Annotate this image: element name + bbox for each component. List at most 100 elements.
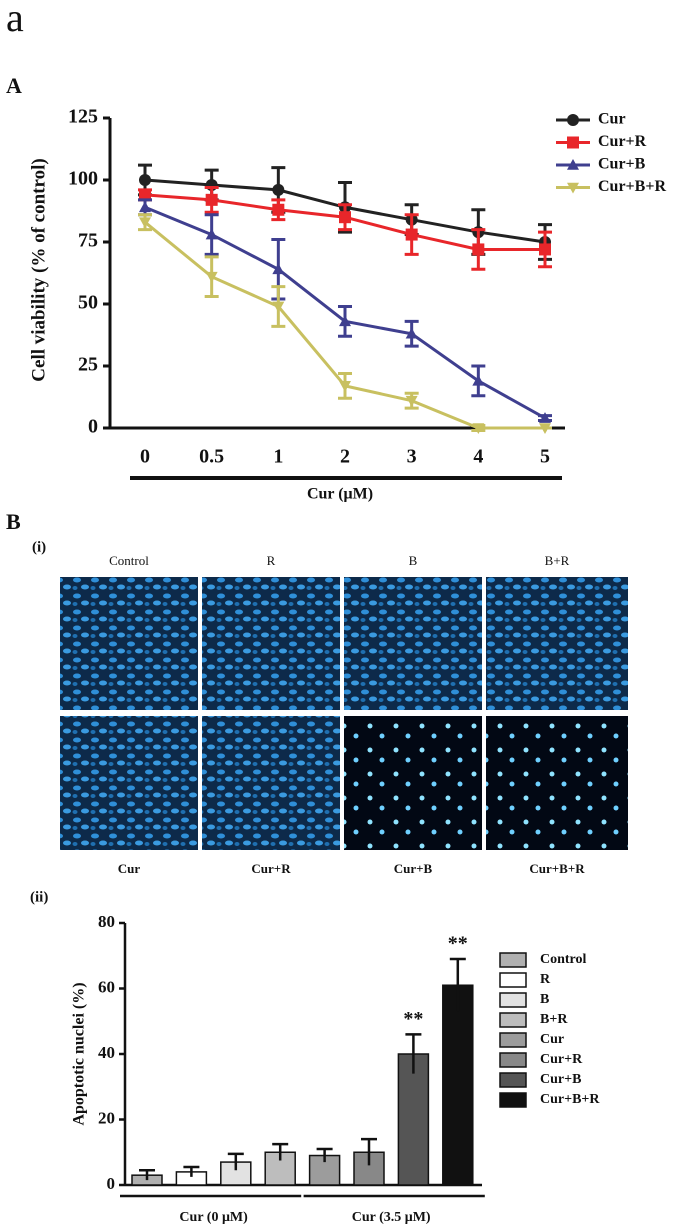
marker	[139, 174, 151, 186]
image-label: Cur+B+R	[529, 861, 585, 876]
image-label: B	[409, 553, 418, 568]
micrograph	[344, 577, 482, 710]
marker	[205, 271, 218, 283]
panel-label: B	[6, 509, 21, 534]
marker	[405, 395, 418, 407]
legend-marker	[567, 114, 579, 126]
x-tick-label: 2	[340, 446, 350, 468]
bar	[442, 984, 474, 1186]
marker	[272, 203, 285, 216]
marker	[339, 211, 351, 224]
significance: **	[403, 1008, 423, 1030]
error-bar	[139, 1169, 155, 1181]
micrograph	[60, 716, 198, 850]
marker	[539, 423, 551, 434]
x-tick-label: 1	[273, 446, 283, 468]
legend-swatch	[499, 1052, 527, 1068]
marker	[139, 201, 151, 213]
micrograph	[486, 577, 628, 710]
significance: **	[448, 933, 468, 955]
marker	[272, 301, 285, 313]
group-label: Cur (3.5 μM)	[352, 1210, 431, 1225]
image-label: B+R	[545, 553, 570, 568]
legend-label: Cur+R	[540, 1052, 583, 1067]
y-tick-label: 125	[68, 106, 98, 128]
micrograph	[202, 716, 340, 850]
legend-label: Cur+B	[540, 1072, 581, 1087]
marker	[405, 228, 418, 241]
marker	[205, 193, 218, 206]
marker	[539, 412, 551, 423]
legend-swatch	[499, 952, 527, 968]
legend-marker	[567, 136, 579, 149]
marker	[539, 243, 551, 256]
error-bar	[449, 957, 466, 1012]
legend-swatch	[499, 1072, 527, 1088]
error-bar	[361, 1137, 377, 1166]
y-tick-label: 100	[68, 168, 98, 190]
legend-label: Cur+B+R	[598, 178, 666, 195]
marker	[272, 183, 285, 196]
group-label: Cur (0 μM)	[179, 1210, 248, 1225]
image-label: Cur	[118, 861, 141, 876]
micrograph	[344, 716, 482, 850]
error-bar	[272, 1142, 289, 1161]
legend-label: Cur+B	[598, 156, 646, 173]
legend-swatch	[499, 992, 527, 1008]
marker	[405, 327, 418, 339]
figure-label: a	[6, 0, 24, 40]
legend-marker	[567, 159, 579, 170]
y-tick-label: 80	[98, 912, 115, 931]
y-tick-label: 0	[88, 416, 98, 438]
x-tick-label: 3	[407, 446, 417, 468]
y-axis-label: Cell viability (% of control)	[28, 158, 49, 381]
marker	[272, 263, 285, 275]
micrograph	[486, 716, 628, 850]
y-tick-label: 25	[78, 354, 98, 376]
error-bar	[227, 1152, 244, 1171]
marker	[472, 423, 485, 434]
panel-label: (ii)	[30, 889, 48, 905]
legend-label: Cur	[598, 111, 626, 128]
y-tick-label: 60	[98, 977, 115, 996]
image-label: Cur+B	[394, 861, 433, 876]
y-tick-label: 40	[98, 1043, 115, 1062]
marker	[339, 381, 351, 392]
y-axis-label: Apoptotic nuclei (%)	[71, 982, 88, 1125]
x-tick-label: 0.5	[199, 446, 224, 468]
y-tick-label: 50	[78, 292, 98, 314]
legend-label: R	[540, 972, 551, 987]
legend-label: Control	[540, 952, 587, 967]
legend-label: Cur	[540, 1032, 564, 1047]
micrograph	[60, 577, 198, 710]
image-label: Cur+R	[251, 861, 291, 876]
legend-swatch	[499, 1092, 527, 1108]
legend-label: B+R	[540, 1012, 568, 1027]
micrograph	[202, 577, 340, 710]
legend-swatch	[499, 972, 527, 988]
legend-label: B	[540, 992, 549, 1007]
x-axis-label: Cur (μM)	[307, 486, 373, 503]
marker	[205, 228, 218, 240]
error-bar	[405, 1033, 422, 1074]
image-label: Control	[109, 553, 149, 568]
panel-label: A	[6, 73, 22, 98]
legend-marker	[567, 182, 579, 194]
y-tick-label: 20	[98, 1108, 115, 1127]
marker	[472, 374, 485, 386]
y-tick-label: 75	[78, 230, 98, 252]
micrographs	[60, 577, 628, 850]
marker	[339, 315, 351, 327]
y-tick-label: 0	[107, 1174, 116, 1193]
x-tick-label: 4	[473, 446, 483, 468]
marker	[472, 243, 485, 256]
x-tick-label: 0	[140, 446, 150, 468]
image-label: R	[267, 553, 276, 568]
marker	[139, 217, 151, 229]
error-bar	[183, 1165, 200, 1177]
legend-swatch	[499, 1032, 527, 1048]
panel-label: (i)	[32, 539, 46, 555]
x-tick-label: 5	[540, 446, 550, 468]
legend-label: Cur+B+R	[540, 1092, 600, 1107]
